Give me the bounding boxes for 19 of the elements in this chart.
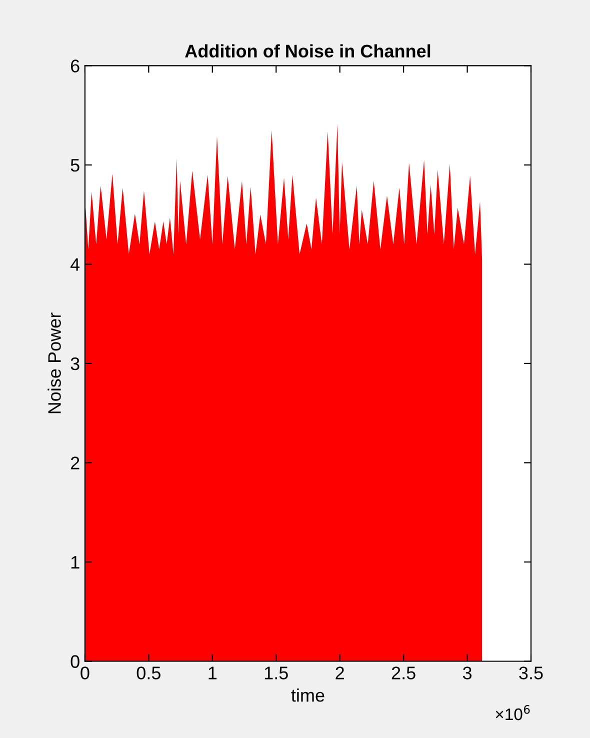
x-tick-label: 2 <box>336 666 344 680</box>
y-tick-label: 0 <box>70 655 80 668</box>
y-tick-label: 1 <box>71 556 80 569</box>
y-tick-label: 6 <box>70 60 80 72</box>
x-tick-label: 3 <box>462 666 472 680</box>
y-tick-label: 2 <box>70 456 80 470</box>
x-tick-label: 2.5 <box>392 666 416 680</box>
x-tick-label: 0.5 <box>136 666 160 680</box>
y-axis-title: Noise Power <box>48 312 61 414</box>
x-tick-label: 3.5 <box>519 666 543 680</box>
x-axis-title: time <box>291 688 324 702</box>
x-tick-label: 0 <box>80 666 90 680</box>
y-tick-label: 3 <box>70 357 80 370</box>
chart-title: Addition of Noise in Channel <box>185 44 430 58</box>
x-tick-label: 1.5 <box>264 666 288 680</box>
y-tick-label: 4 <box>70 258 80 271</box>
text: ×10$^{6}$ <box>496 705 530 720</box>
x-tick-label: 1 <box>208 666 217 680</box>
y-tick-label: 5 <box>70 159 80 172</box>
